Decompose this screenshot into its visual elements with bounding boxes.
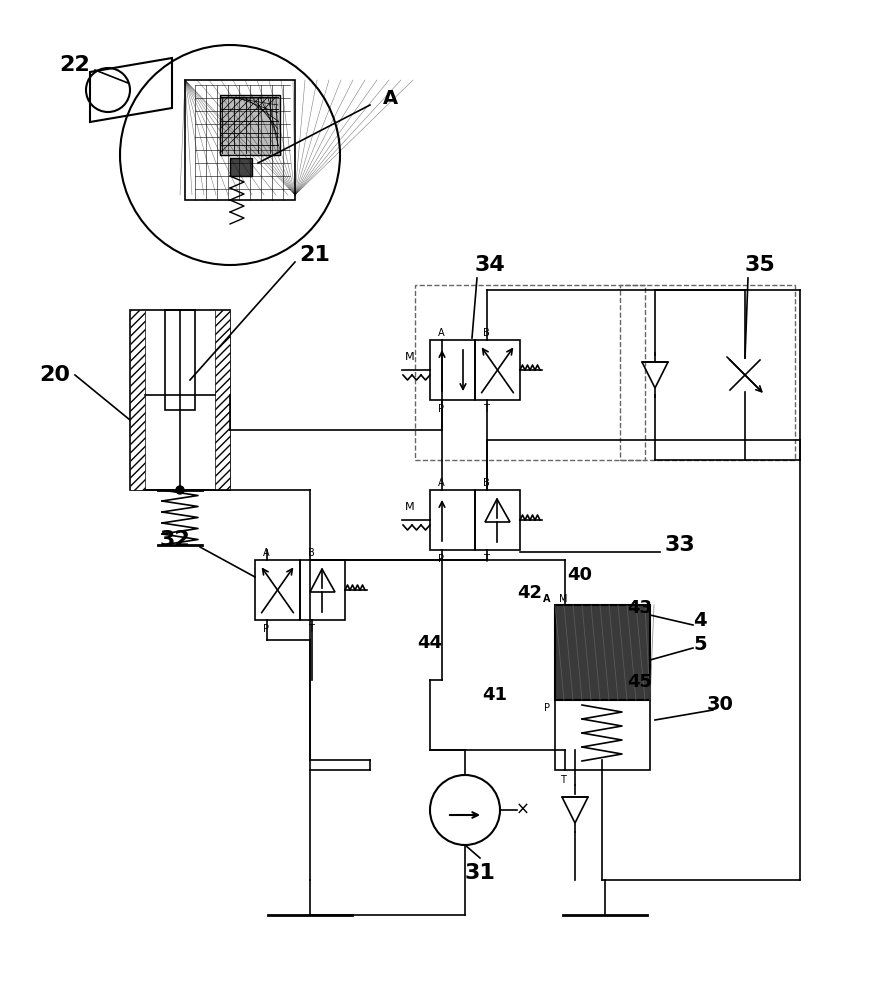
Polygon shape <box>215 310 230 490</box>
Text: T: T <box>308 624 314 634</box>
Bar <box>230 158 252 176</box>
Text: 32: 32 <box>159 530 191 550</box>
Text: 43: 43 <box>627 599 653 617</box>
Text: 33: 33 <box>665 535 696 555</box>
Bar <box>430 490 475 550</box>
Bar <box>475 490 520 550</box>
Text: P: P <box>438 404 444 414</box>
Text: P: P <box>544 703 550 713</box>
Text: M: M <box>405 352 415 362</box>
Text: B: B <box>483 478 489 488</box>
Bar <box>165 310 195 410</box>
Text: 31: 31 <box>465 863 495 883</box>
Text: T: T <box>560 775 566 785</box>
Text: A: A <box>438 478 444 488</box>
Text: 35: 35 <box>745 255 775 275</box>
Bar <box>185 80 295 200</box>
Text: A: A <box>262 548 270 558</box>
Bar <box>300 560 345 620</box>
Text: 44: 44 <box>417 634 443 652</box>
Polygon shape <box>130 310 145 490</box>
Text: P: P <box>438 554 444 564</box>
Text: 5: 5 <box>693 636 707 654</box>
Bar <box>130 310 230 490</box>
Text: P: P <box>263 624 269 634</box>
Text: B: B <box>483 328 489 338</box>
Bar <box>555 700 650 770</box>
Bar <box>475 340 520 400</box>
Text: 42: 42 <box>517 584 542 602</box>
Text: ×: × <box>516 801 530 819</box>
Text: T: T <box>483 404 489 414</box>
Text: 4: 4 <box>693 610 707 630</box>
Text: 34: 34 <box>474 255 506 275</box>
Text: 30: 30 <box>707 696 733 714</box>
Bar <box>430 340 475 400</box>
Circle shape <box>176 486 184 494</box>
Text: 20: 20 <box>39 365 71 385</box>
Text: T: T <box>483 554 489 564</box>
Polygon shape <box>220 95 280 155</box>
Bar <box>255 560 300 620</box>
Bar <box>620 285 795 460</box>
Text: 22: 22 <box>60 55 90 75</box>
Text: B: B <box>308 548 314 558</box>
Text: 40: 40 <box>568 566 592 584</box>
Bar <box>415 285 645 460</box>
Text: M: M <box>559 594 567 604</box>
Text: A: A <box>382 89 397 107</box>
Text: M: M <box>405 502 415 512</box>
Text: 41: 41 <box>482 686 508 704</box>
Bar <box>555 605 650 700</box>
Text: 45: 45 <box>627 673 653 691</box>
Text: A: A <box>543 594 550 604</box>
Text: A: A <box>438 328 444 338</box>
Text: 21: 21 <box>299 245 331 265</box>
